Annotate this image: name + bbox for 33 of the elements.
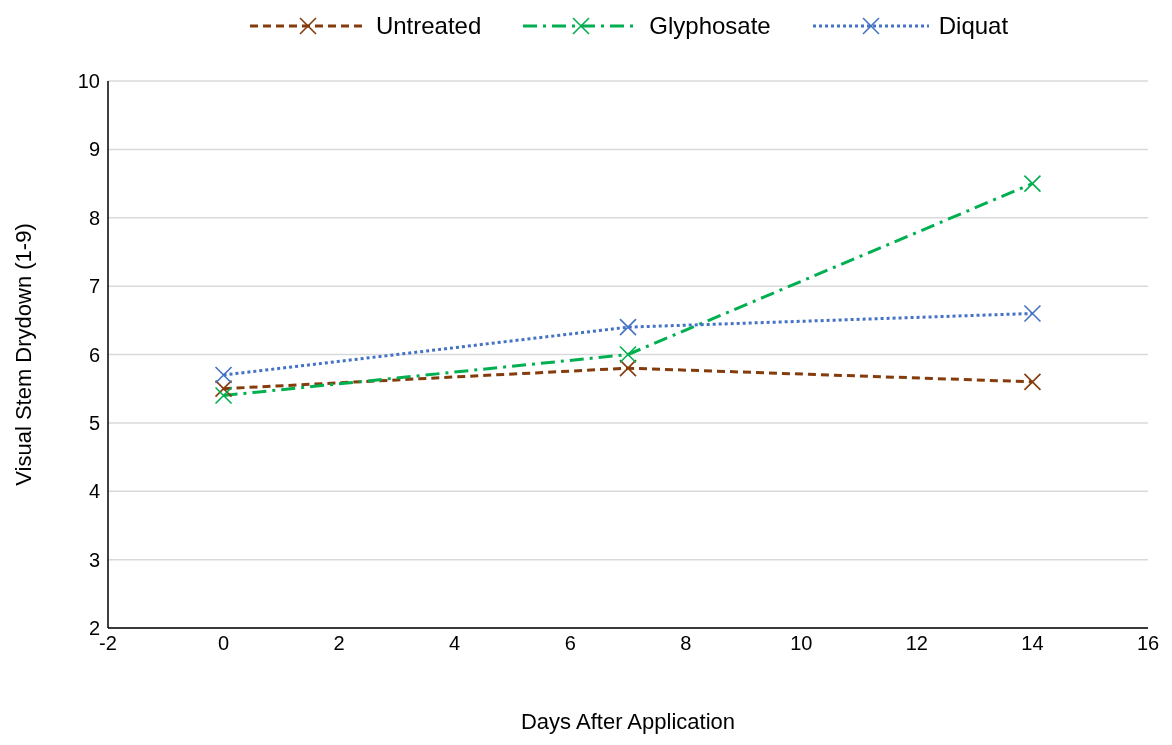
point bbox=[1023, 373, 1042, 391]
x-tick-label: 10 bbox=[790, 632, 813, 655]
y-tick-label: 7 bbox=[88, 275, 100, 298]
y-tick-label: 5 bbox=[88, 411, 100, 434]
x-tick-label: 6 bbox=[564, 632, 576, 655]
x-tick-label: -2 bbox=[99, 632, 117, 655]
y-axis-title: Visual Stem Drydown (1-9) bbox=[10, 223, 36, 486]
y-tick-label: 6 bbox=[88, 343, 100, 366]
y-tick-label: 4 bbox=[88, 480, 100, 503]
x-tick-label: 8 bbox=[680, 632, 692, 655]
y-tick-label: 10 bbox=[77, 70, 100, 93]
point bbox=[619, 359, 637, 377]
legend-label: Diquat bbox=[938, 12, 1009, 40]
point bbox=[214, 366, 233, 384]
y-tick-label: 9 bbox=[88, 138, 100, 161]
point bbox=[214, 379, 233, 398]
x-axis-title: Days After Application bbox=[520, 708, 736, 734]
y-tick-label: 2 bbox=[88, 617, 100, 640]
point bbox=[1023, 304, 1042, 323]
x-tick-label: 0 bbox=[217, 632, 230, 655]
x-tick-label: 16 bbox=[1136, 632, 1160, 655]
point bbox=[619, 318, 637, 336]
legend-label: Untreated bbox=[375, 12, 482, 40]
x-tick-label: 12 bbox=[905, 632, 929, 655]
y-tick-label: 3 bbox=[88, 548, 100, 571]
x-tick-label: 14 bbox=[1021, 632, 1044, 655]
point bbox=[1023, 174, 1042, 193]
x-tick-label: 2 bbox=[333, 632, 345, 655]
y-tick-label: 8 bbox=[88, 206, 100, 229]
point bbox=[619, 345, 637, 364]
legend-label: Glyphosate bbox=[649, 12, 771, 40]
point bbox=[214, 386, 233, 405]
x-tick-label: 4 bbox=[449, 632, 461, 655]
